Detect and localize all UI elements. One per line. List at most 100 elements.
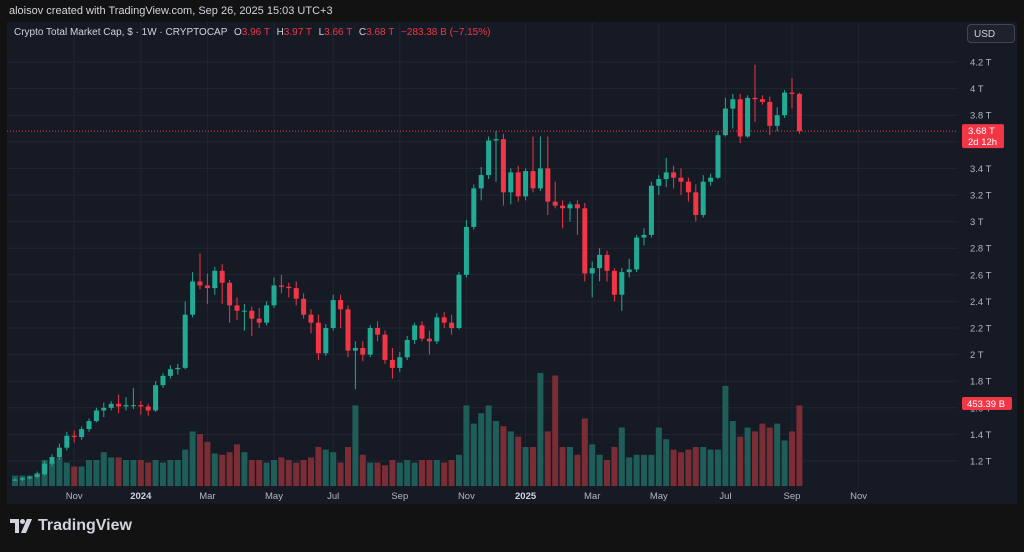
candle-body <box>404 339 410 358</box>
candle-body <box>153 385 159 411</box>
candle-body <box>782 92 788 116</box>
candle-body <box>634 237 640 270</box>
y-tick-label: 1.8 T <box>970 377 992 388</box>
candle-body <box>286 286 292 289</box>
candle-body <box>301 298 307 315</box>
candle-body <box>752 97 758 100</box>
candle-body <box>175 367 181 370</box>
volume-bar <box>308 457 314 486</box>
x-tick-label: Jul <box>719 491 731 502</box>
candle-body <box>619 272 625 295</box>
volume-bar <box>752 431 758 486</box>
volume-bar <box>500 426 507 486</box>
candle-body <box>49 457 55 464</box>
volume-bar <box>211 453 218 486</box>
volume-bar <box>315 447 322 486</box>
volume-bar <box>389 460 396 486</box>
volume-bar <box>285 460 292 486</box>
candle-body <box>27 476 33 479</box>
candle-body <box>434 317 440 342</box>
volume-bar <box>663 439 670 486</box>
x-tick-label: Sep <box>784 491 801 502</box>
volume-bar <box>641 454 647 486</box>
candle-body <box>486 140 492 176</box>
volume-bar <box>552 375 559 486</box>
y-tick-label: 2.4 T <box>970 297 992 308</box>
volume-bar <box>382 465 388 486</box>
candle-body <box>730 99 736 109</box>
candle-body <box>308 314 314 323</box>
candle-body <box>64 435 70 448</box>
candle-body <box>375 328 381 335</box>
candle-body <box>708 177 714 182</box>
candle-body <box>515 172 521 197</box>
volume-bar <box>93 460 100 486</box>
candle-body <box>367 328 373 355</box>
volume-bar <box>189 431 196 486</box>
candle-body <box>767 101 773 126</box>
x-tick-label: May <box>265 491 283 502</box>
x-tick-label: May <box>650 491 668 502</box>
tradingview-logo[interactable]: TradingView <box>10 517 132 535</box>
volume-bar <box>692 447 699 486</box>
last-price-countdown: 2d 12h <box>968 137 997 148</box>
x-tick-label: Nov <box>66 491 83 502</box>
attribution-text: aloisov created with TradingView.com, Se… <box>9 5 333 17</box>
candle-body <box>271 285 277 306</box>
volume-bar <box>537 372 544 486</box>
volume-bar <box>396 462 403 486</box>
y-tick-label: 1.2 T <box>970 457 992 468</box>
volume-bar <box>278 457 285 486</box>
currency-button[interactable]: USD <box>967 24 1015 43</box>
volume-bar <box>611 447 618 486</box>
candle-body <box>330 300 336 328</box>
volume-bar <box>781 440 788 486</box>
volume-bar <box>174 460 181 486</box>
candle-body <box>471 188 477 227</box>
symbol-name[interactable]: Crypto Total Market Cap, $ · 1W · CRYPTO… <box>14 27 228 38</box>
volume-bar <box>589 444 596 486</box>
candle-body <box>204 285 210 289</box>
low-label: L <box>318 27 325 38</box>
volume-bar <box>78 466 85 486</box>
volume-bar <box>123 460 129 486</box>
candle-body <box>130 405 136 407</box>
x-tick-label: 2024 <box>130 491 152 502</box>
chart-panel[interactable] <box>7 22 1017 504</box>
candle-body <box>463 226 469 275</box>
candle-body <box>537 168 543 189</box>
last-price-badge <box>962 124 1004 149</box>
volume-bar <box>574 454 581 486</box>
volume-bar <box>493 421 499 486</box>
candle-body <box>249 310 255 319</box>
y-tick-label: 3.2 T <box>970 191 992 202</box>
candle-body <box>597 254 603 269</box>
candle-body <box>552 201 558 206</box>
y-tick-label: 4 T <box>970 84 984 95</box>
candle-body <box>426 338 432 342</box>
candle-body <box>574 204 580 209</box>
volume-bar <box>515 436 522 486</box>
volume-bar <box>530 447 536 486</box>
candle-body <box>641 234 647 238</box>
candle-body <box>589 268 595 274</box>
volume-bar <box>618 427 625 486</box>
candle-body <box>648 185 654 235</box>
candle-body <box>671 172 677 178</box>
volume-bar <box>404 460 411 486</box>
volume-bar <box>167 460 174 486</box>
y-tick-label: 4.2 T <box>970 58 992 69</box>
volume-bar <box>226 452 233 486</box>
candle-body <box>108 403 114 408</box>
candle-body <box>241 310 247 312</box>
candle-body <box>256 318 262 323</box>
volume-bar <box>374 462 381 486</box>
candle-body <box>663 172 669 180</box>
candle-body <box>582 208 588 274</box>
last-price-label: 3.68 T <box>968 126 995 137</box>
candle-body <box>138 405 144 407</box>
candle-body <box>774 115 780 126</box>
candle-body <box>700 181 706 215</box>
volume-bar <box>26 475 33 486</box>
